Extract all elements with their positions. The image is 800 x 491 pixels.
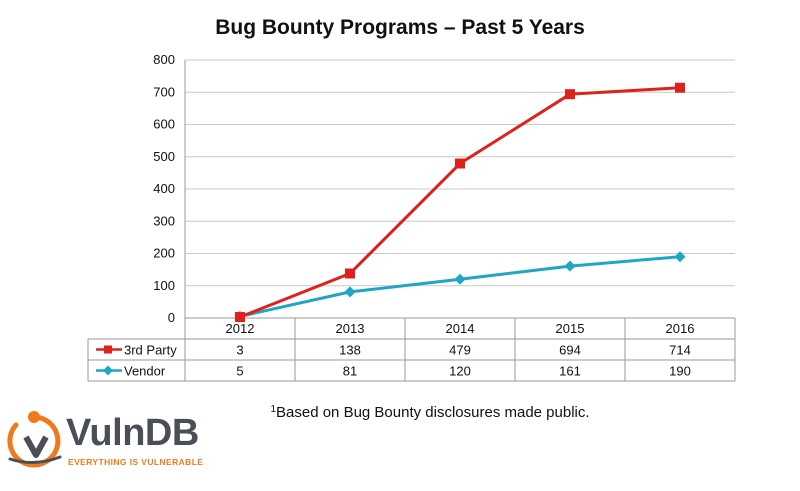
y-tick-label: 0 — [168, 310, 175, 325]
legend-key-marker — [104, 345, 112, 354]
data-table-cell: 161 — [559, 364, 581, 379]
data-table-cell: 138 — [339, 343, 361, 358]
data-table-cell: 5 — [236, 364, 243, 379]
x-tick-label: 2015 — [556, 321, 585, 336]
footnote-text: Based on Bug Bounty disclosures made pub… — [276, 404, 590, 421]
y-tick-label: 700 — [153, 84, 175, 99]
x-tick-label: 2014 — [446, 321, 475, 336]
y-tick-label: 100 — [153, 278, 175, 293]
footnote-marker: 1 — [270, 404, 277, 415]
data-table-cell: 479 — [449, 343, 471, 358]
data-point — [235, 312, 245, 323]
data-point — [564, 260, 576, 272]
logo-wordmark: VulnDB — [66, 412, 199, 454]
legend-label: Vendor — [124, 364, 166, 379]
data-table-cell: 81 — [343, 364, 357, 379]
footnote: 1Based on Bug Bounty disclosures made pu… — [0, 404, 800, 421]
x-tick-label: 2012 — [226, 321, 255, 336]
x-tick-label: 2013 — [336, 321, 365, 336]
chart-title: Bug Bounty Programs – Past 5 Years — [215, 16, 585, 39]
y-tick-label: 600 — [153, 117, 175, 132]
data-point — [454, 273, 466, 285]
logo-icon — [7, 411, 62, 468]
y-tick-label: 300 — [153, 213, 175, 228]
vulndb-logo: VulnDB EVERYTHING IS VULNERABLE — [4, 407, 244, 487]
x-tick-label: 2016 — [666, 321, 695, 336]
y-tick-label: 400 — [153, 181, 175, 196]
data-table-cell: 694 — [559, 343, 581, 358]
data-table-cell: 714 — [669, 343, 691, 358]
logo-tagline: EVERYTHING IS VULNERABLE — [68, 457, 204, 467]
data-point — [455, 158, 465, 169]
data-point — [675, 82, 685, 93]
data-table-cell: 120 — [449, 364, 471, 379]
series-line — [239, 255, 681, 318]
y-tick-label: 200 — [153, 246, 175, 261]
line-chart: 0 100 200 300 400 500 600 700 800 2012 2013 2014 201… — [87, 52, 736, 382]
data-table-cell: 3 — [236, 343, 243, 358]
data-point — [674, 251, 686, 263]
y-tick-label: 800 — [153, 52, 175, 67]
data-point — [565, 89, 575, 100]
y-tick-label: 500 — [153, 149, 175, 164]
legend-key-marker — [103, 365, 113, 376]
data-point — [344, 286, 356, 298]
data-table-cell: 190 — [669, 364, 691, 379]
legend-label: 3rd Party — [124, 343, 177, 358]
data-point — [345, 268, 355, 279]
